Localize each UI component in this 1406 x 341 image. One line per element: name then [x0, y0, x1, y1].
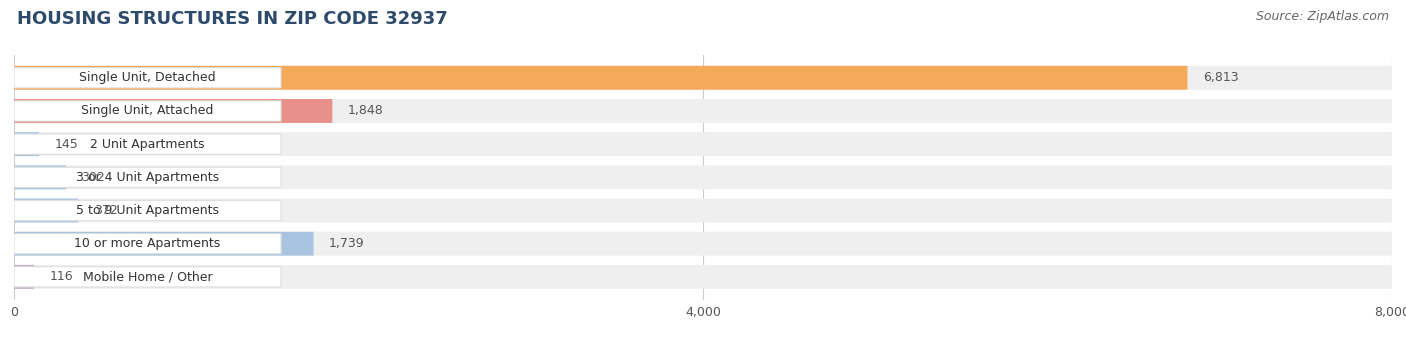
FancyBboxPatch shape [14, 132, 39, 156]
FancyBboxPatch shape [14, 165, 1392, 189]
Text: 116: 116 [49, 270, 73, 283]
FancyBboxPatch shape [14, 232, 314, 256]
FancyBboxPatch shape [14, 66, 1392, 90]
Text: 1,848: 1,848 [347, 104, 384, 117]
Text: 302: 302 [82, 171, 105, 184]
Text: 5 to 9 Unit Apartments: 5 to 9 Unit Apartments [76, 204, 219, 217]
FancyBboxPatch shape [14, 198, 1392, 222]
FancyBboxPatch shape [14, 232, 1392, 256]
FancyBboxPatch shape [14, 234, 281, 254]
Text: Source: ZipAtlas.com: Source: ZipAtlas.com [1256, 10, 1389, 23]
FancyBboxPatch shape [14, 99, 1392, 123]
Text: 3 or 4 Unit Apartments: 3 or 4 Unit Apartments [76, 171, 219, 184]
Text: Single Unit, Attached: Single Unit, Attached [82, 104, 214, 117]
FancyBboxPatch shape [14, 132, 1392, 156]
Text: 6,813: 6,813 [1204, 71, 1239, 84]
Text: 2 Unit Apartments: 2 Unit Apartments [90, 138, 205, 151]
FancyBboxPatch shape [14, 267, 281, 287]
Text: Mobile Home / Other: Mobile Home / Other [83, 270, 212, 283]
FancyBboxPatch shape [14, 165, 66, 189]
Text: 1,739: 1,739 [329, 237, 364, 250]
FancyBboxPatch shape [14, 198, 79, 222]
FancyBboxPatch shape [14, 99, 332, 123]
Text: HOUSING STRUCTURES IN ZIP CODE 32937: HOUSING STRUCTURES IN ZIP CODE 32937 [17, 10, 447, 28]
Text: 145: 145 [55, 138, 79, 151]
FancyBboxPatch shape [14, 265, 34, 289]
FancyBboxPatch shape [14, 101, 281, 121]
FancyBboxPatch shape [14, 167, 281, 188]
FancyBboxPatch shape [14, 201, 281, 221]
Text: 372: 372 [94, 204, 117, 217]
FancyBboxPatch shape [14, 66, 1188, 90]
Text: 10 or more Apartments: 10 or more Apartments [75, 237, 221, 250]
FancyBboxPatch shape [14, 134, 281, 154]
Text: Single Unit, Detached: Single Unit, Detached [79, 71, 217, 84]
FancyBboxPatch shape [14, 68, 281, 88]
FancyBboxPatch shape [14, 265, 1392, 289]
